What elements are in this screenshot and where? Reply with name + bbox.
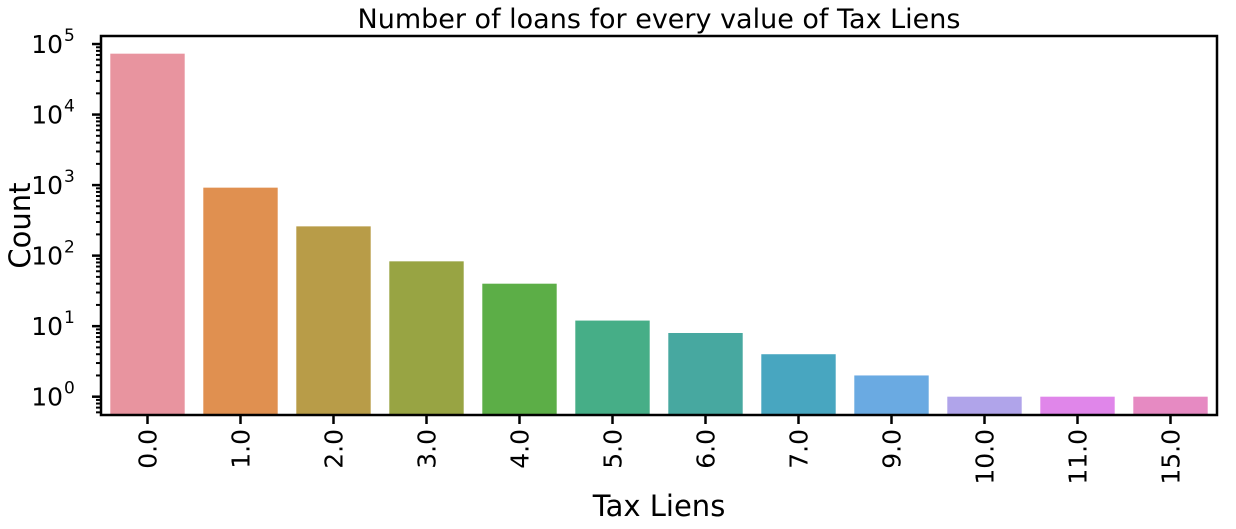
y-tick-label: 10 bbox=[31, 101, 63, 130]
bar-6.0 bbox=[668, 332, 743, 415]
x-tick-label: 6.0 bbox=[692, 429, 721, 469]
y-axis-label: Count bbox=[3, 182, 37, 268]
x-tick-label: 2.0 bbox=[320, 429, 349, 469]
y-tick-label: 10 bbox=[31, 312, 63, 341]
y-tick-exponent: 1 bbox=[64, 308, 75, 328]
x-tick-label: 0.0 bbox=[134, 429, 163, 469]
y-tick-label: 10 bbox=[31, 242, 63, 271]
plot-frame bbox=[99, 34, 1219, 417]
x-tick-label: 5.0 bbox=[599, 429, 628, 469]
y-tick-exponent: 4 bbox=[64, 97, 75, 117]
x-tick-label: 1.0 bbox=[227, 429, 256, 469]
x-tick-label: 3.0 bbox=[413, 429, 442, 469]
x-tick-label: 10.0 bbox=[971, 429, 1000, 485]
y-tick-exponent: 2 bbox=[64, 238, 75, 258]
bar-3.0 bbox=[389, 261, 464, 415]
x-axis-label: Tax Liens bbox=[592, 489, 726, 523]
bar-5.0 bbox=[575, 320, 650, 415]
y-tick-label: 10 bbox=[31, 383, 63, 412]
bars-group bbox=[110, 53, 1208, 415]
y-tick-exponent: 3 bbox=[64, 167, 75, 187]
bar-11.0 bbox=[1040, 396, 1115, 415]
bar-1.0 bbox=[203, 187, 278, 415]
x-axis-ticks: 0.0 1.0 2.0 3.0 4.0 5.0 6.0 7.0 9.0 10.0 11.0 15.0 bbox=[134, 415, 1186, 485]
bar-9.0 bbox=[854, 375, 929, 415]
bar-4.0 bbox=[482, 283, 557, 415]
x-tick-label: 11.0 bbox=[1064, 429, 1093, 485]
y-tick-exponent: 5 bbox=[64, 26, 75, 46]
x-tick-label: 7.0 bbox=[785, 429, 814, 469]
x-tick-label: 15.0 bbox=[1157, 429, 1186, 485]
y-tick-exponent: 0 bbox=[64, 379, 75, 399]
bar-7.0 bbox=[761, 354, 836, 415]
y-tick-label: 10 bbox=[31, 171, 63, 200]
chart-title: Number of loans for every value of Tax L… bbox=[358, 4, 961, 35]
x-tick-label: 9.0 bbox=[878, 429, 907, 469]
bar-15.0 bbox=[1133, 396, 1208, 415]
bar-0.0 bbox=[110, 53, 185, 415]
x-tick-label: 4.0 bbox=[506, 429, 535, 469]
bar-2.0 bbox=[296, 226, 371, 415]
y-tick-label: 10 bbox=[31, 30, 63, 59]
bar-10.0 bbox=[947, 396, 1022, 415]
